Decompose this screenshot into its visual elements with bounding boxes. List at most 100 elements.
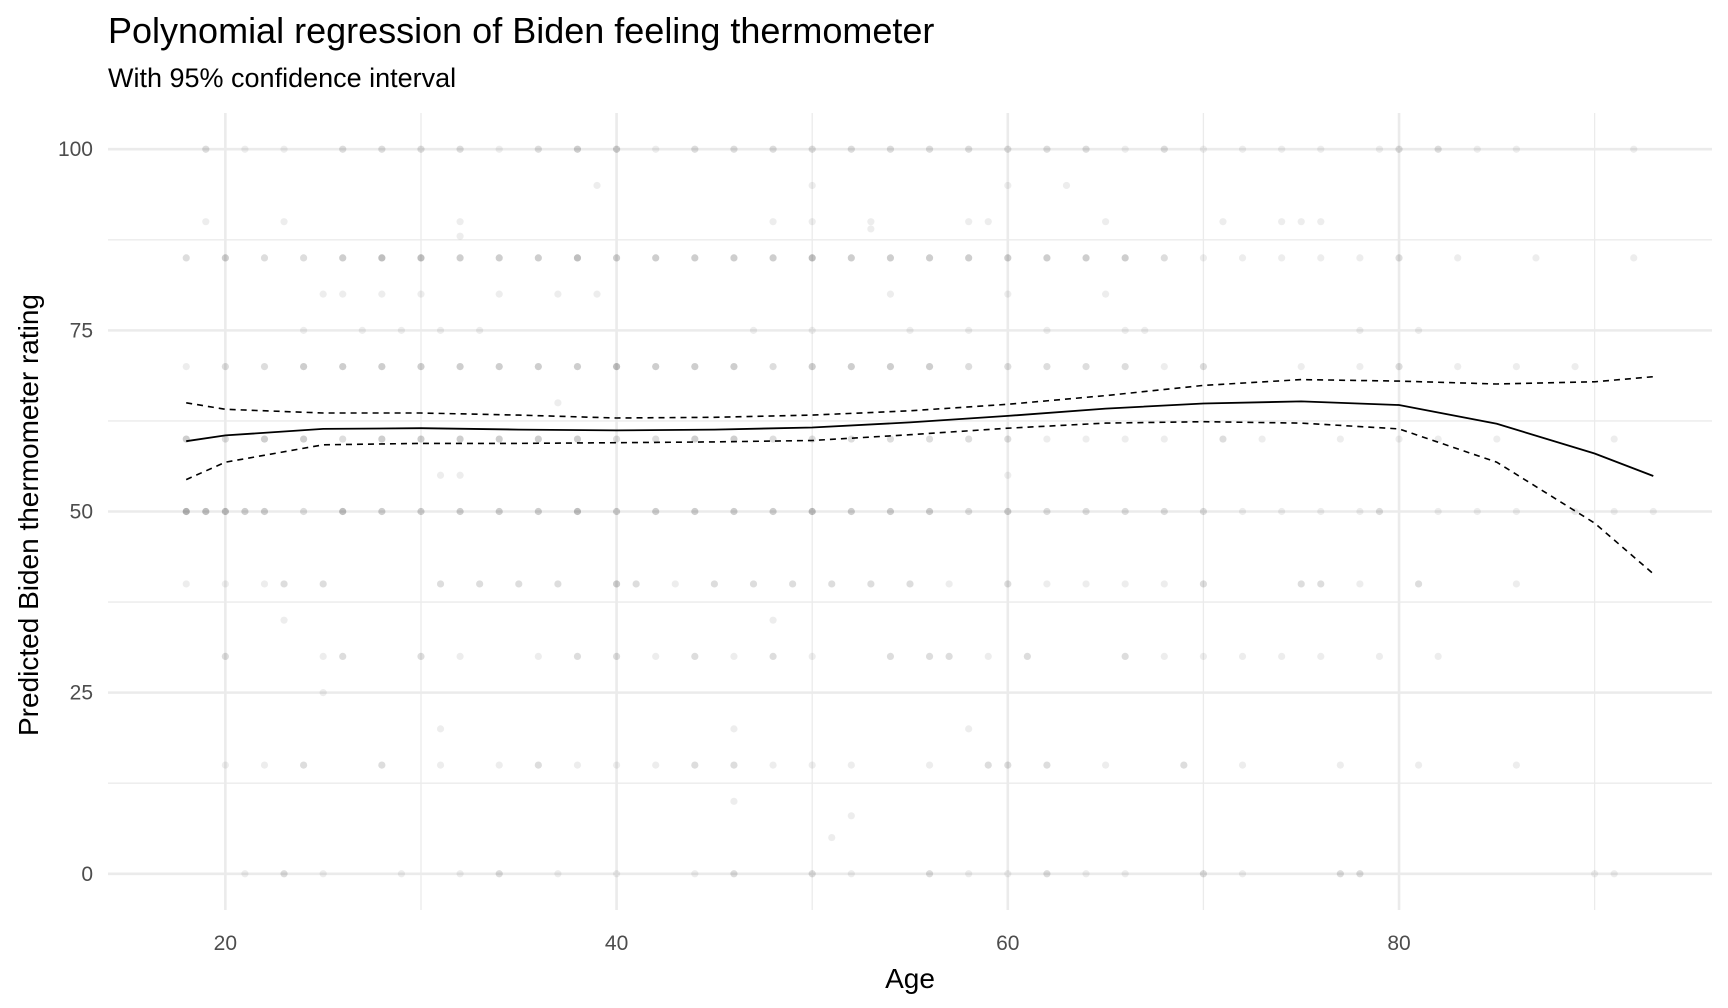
data-point [339, 362, 347, 371]
data-point [1395, 362, 1403, 371]
y-tick-label: 50 [70, 501, 93, 524]
data-point [769, 254, 777, 262]
data-point [1199, 870, 1208, 878]
data-point [652, 362, 660, 371]
data-point [182, 362, 190, 371]
data-point [1082, 362, 1090, 371]
data-point [847, 435, 855, 443]
data-point [925, 652, 934, 661]
data-point [1414, 326, 1423, 334]
data-point [965, 435, 973, 443]
data-point [573, 362, 582, 371]
data-point [573, 435, 582, 443]
data-point [260, 362, 269, 371]
data-point [495, 145, 503, 153]
data-point [1278, 254, 1286, 262]
data-point [1082, 870, 1090, 878]
data-point [1043, 254, 1051, 262]
data-point [1102, 761, 1110, 769]
data-point [612, 145, 621, 153]
data-point [867, 225, 875, 233]
data-point [378, 362, 386, 371]
data-point [554, 290, 562, 298]
data-point [1336, 435, 1344, 443]
chart-title: Polynomial regression of Biden feeling t… [108, 10, 934, 51]
data-point [534, 761, 542, 769]
data-point [280, 145, 288, 153]
data-point [730, 652, 738, 661]
data-point [280, 218, 288, 226]
y-tick-label: 75 [70, 319, 93, 342]
data-point [1317, 218, 1325, 226]
data-point [1141, 326, 1149, 334]
data-point [554, 399, 562, 407]
data-point [730, 507, 738, 516]
data-point [925, 254, 934, 262]
data-point [1512, 362, 1520, 371]
data-point [417, 507, 425, 516]
data-point [1630, 254, 1638, 262]
data-point [456, 435, 464, 443]
data-point [1121, 326, 1129, 334]
data-point [808, 254, 816, 262]
data-point [1356, 870, 1364, 878]
data-point [417, 362, 425, 371]
data-point [476, 326, 484, 334]
data-point [886, 145, 895, 153]
data-point [1082, 507, 1090, 516]
data-point [241, 870, 249, 878]
data-point [847, 870, 855, 878]
data-point [1395, 254, 1403, 262]
data-point [925, 761, 934, 769]
ci-lower-line [185, 420, 1654, 575]
x-axis-title: Age [885, 963, 935, 994]
data-point [495, 435, 503, 443]
data-point [652, 507, 660, 516]
data-point [319, 652, 327, 661]
data-point [319, 689, 327, 697]
data-point [808, 761, 816, 769]
data-point [965, 870, 973, 878]
x-tick-label: 20 [214, 932, 237, 955]
data-point [534, 652, 542, 661]
data-point [612, 362, 621, 371]
data-point [808, 435, 816, 443]
data-point [300, 362, 308, 371]
data-point [495, 362, 503, 371]
fit-line [186, 400, 1654, 477]
data-point [1238, 761, 1247, 769]
data-point [1356, 362, 1364, 371]
data-point [808, 145, 816, 153]
data-point [828, 833, 836, 842]
data-point [319, 290, 327, 298]
data-point [965, 326, 973, 334]
data-point [1278, 652, 1286, 661]
data-point [319, 870, 327, 878]
data-point [1297, 362, 1305, 371]
data-point [280, 870, 288, 878]
data-point [1121, 145, 1129, 153]
data-point [847, 362, 855, 371]
data-point [1512, 145, 1520, 153]
data-point [1219, 435, 1227, 443]
grid [108, 113, 1712, 910]
data-point [300, 254, 308, 262]
data-point [906, 580, 914, 588]
data-point [691, 254, 699, 262]
data-point [495, 507, 503, 516]
data-point [1102, 290, 1110, 298]
data-point [456, 218, 464, 226]
data-point [808, 362, 816, 371]
data-point [339, 254, 347, 262]
data-point [417, 145, 425, 153]
data-point [1160, 507, 1168, 516]
data-point [300, 435, 308, 443]
data-point [691, 362, 699, 371]
data-point [319, 580, 327, 588]
data-point [339, 507, 347, 516]
data-point [1004, 145, 1012, 153]
data-point [749, 580, 758, 588]
data-point [1414, 761, 1423, 769]
data-point [1238, 145, 1247, 153]
